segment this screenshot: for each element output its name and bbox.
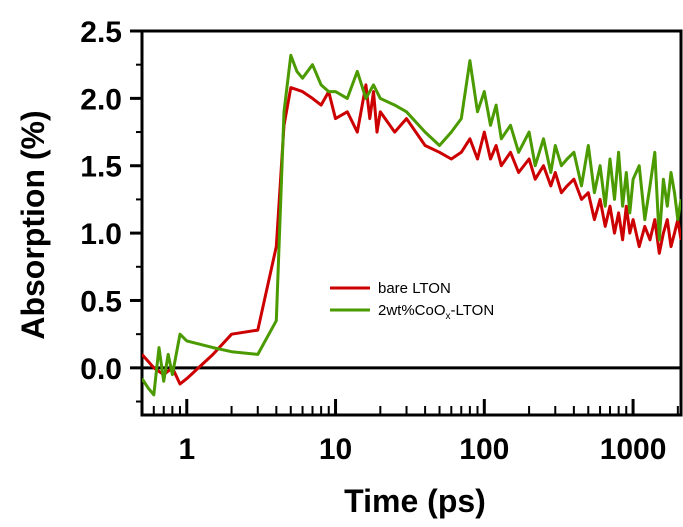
y-tick-label: 2.5 <box>80 16 122 49</box>
y-tick-label: 1.0 <box>80 218 122 251</box>
x-tick-label: 1 <box>178 433 195 466</box>
legend-label-1: bare LTON <box>378 280 451 297</box>
axis-labels: Time (ps) Absorption (%) <box>15 110 486 519</box>
x-tick-label: 100 <box>459 433 509 466</box>
y-tick-label: 0.5 <box>80 285 122 318</box>
axes: 0.0 0.5 1.0 1.5 2.0 2.5 1 10 100 1000 <box>80 16 683 466</box>
x-tick-label: 1000 <box>600 433 667 466</box>
y-axis-title: Absorption (%) <box>15 110 51 339</box>
y-tick-label: 1.5 <box>80 151 122 184</box>
plot-frame <box>140 29 683 417</box>
x-axis-title: Time (ps) <box>344 483 486 519</box>
y-tick-label: 2.0 <box>80 83 122 116</box>
series-layer <box>142 53 681 397</box>
series-line-1 <box>142 83 681 386</box>
legend-label-2: 2wt%CoOx-LTON <box>378 302 494 322</box>
y-tick-label: 0.0 <box>80 353 122 386</box>
series-line-2 <box>142 53 681 397</box>
x-tick-label: 10 <box>319 433 352 466</box>
legend: bare LTON 2wt%CoOx-LTON <box>330 280 494 322</box>
